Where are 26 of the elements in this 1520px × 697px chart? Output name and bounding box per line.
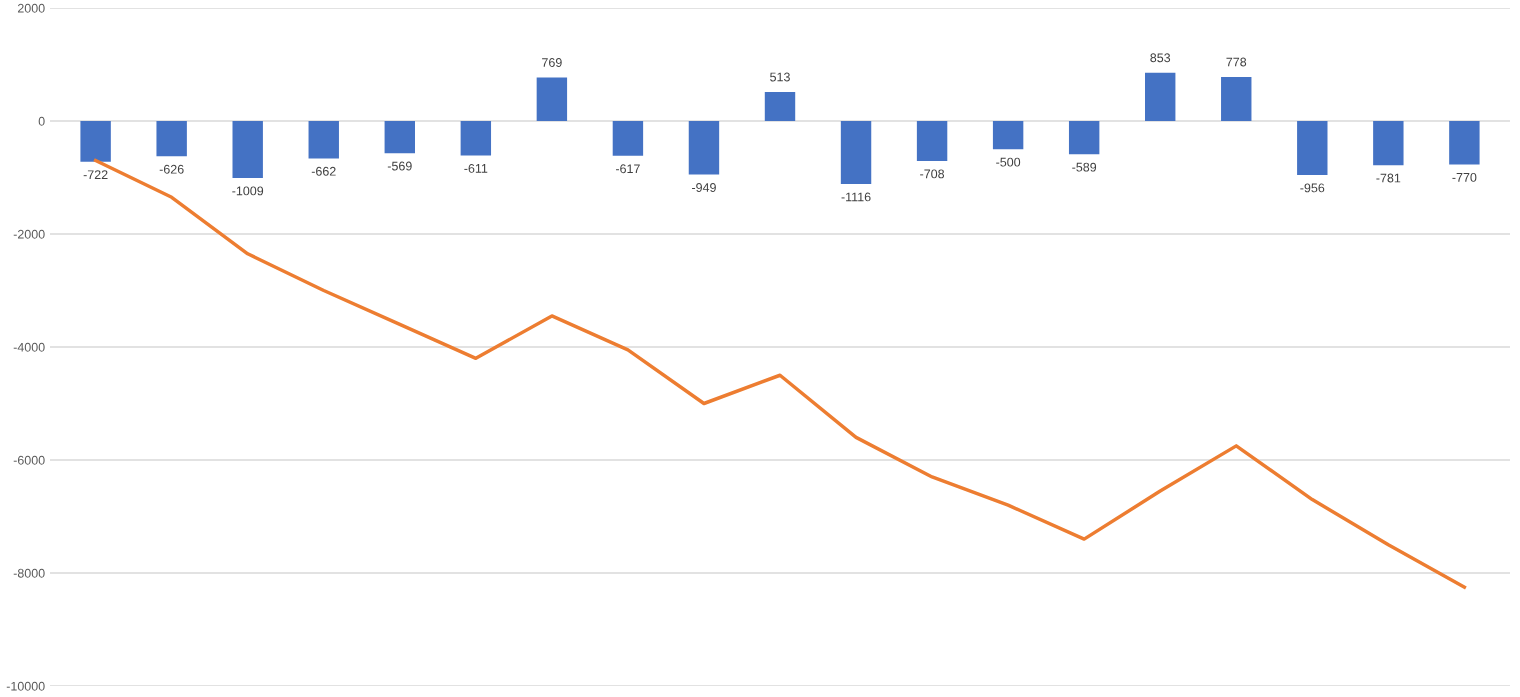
- y-tick-label: 2000: [17, 3, 45, 13]
- y-tick-label: -8000: [13, 568, 45, 578]
- y-tick-label: -4000: [13, 342, 45, 352]
- y-tick-label: -6000: [13, 455, 45, 465]
- data-label: -662: [311, 166, 336, 176]
- data-label: -1116: [841, 192, 871, 202]
- data-label: 513: [770, 72, 790, 82]
- data-label: -722: [83, 170, 108, 179]
- data-label: 853: [1150, 53, 1171, 63]
- data-label: -708: [920, 169, 945, 179]
- data-label: 769: [542, 58, 562, 67]
- data-label: 778: [1226, 57, 1247, 67]
- y-tick-label: -10000: [6, 681, 45, 691]
- data-label: -1009: [232, 186, 264, 196]
- data-label: -781: [1376, 173, 1401, 183]
- data-label: -589: [1072, 162, 1097, 172]
- data-label: -500: [996, 157, 1021, 167]
- data-label: -770: [1452, 172, 1477, 182]
- data-label: -949: [692, 183, 716, 192]
- y-tick-label: -2000: [13, 229, 45, 239]
- data-label: -626: [159, 164, 184, 174]
- y-tick-label: 0: [38, 116, 45, 126]
- data-label: -569: [387, 161, 412, 171]
- data-label: -956: [1300, 183, 1325, 193]
- data-label: -611: [464, 163, 488, 173]
- data-label: -617: [615, 164, 640, 174]
